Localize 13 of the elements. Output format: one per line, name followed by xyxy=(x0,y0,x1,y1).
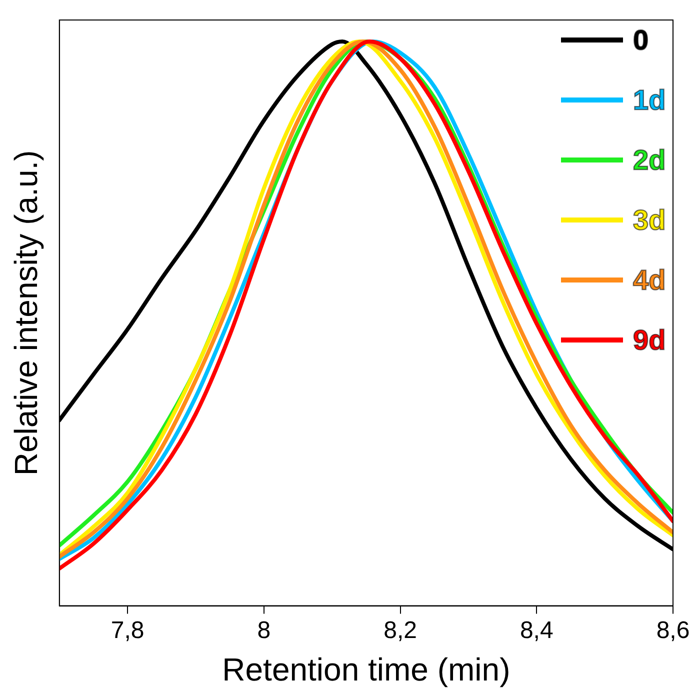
x-tick-label: 8,6 xyxy=(656,616,690,644)
x-tick-label: 8,4 xyxy=(520,616,554,644)
x-axis-title: Retention time (min) xyxy=(222,652,510,688)
legend-label: 4d xyxy=(633,264,666,296)
x-tick-label: 7,8 xyxy=(110,616,144,644)
legend-label: 2d xyxy=(633,144,666,176)
x-tick-label: 8,2 xyxy=(384,616,417,644)
legend-label: 0 xyxy=(633,24,649,56)
legend-label: 1d xyxy=(633,84,666,116)
x-tick-label: 8 xyxy=(257,616,271,644)
legend-label: 9d xyxy=(633,324,666,356)
legend-label: 3d xyxy=(633,204,666,236)
y-axis-title: Relative intensity (a.u.) xyxy=(8,150,44,476)
